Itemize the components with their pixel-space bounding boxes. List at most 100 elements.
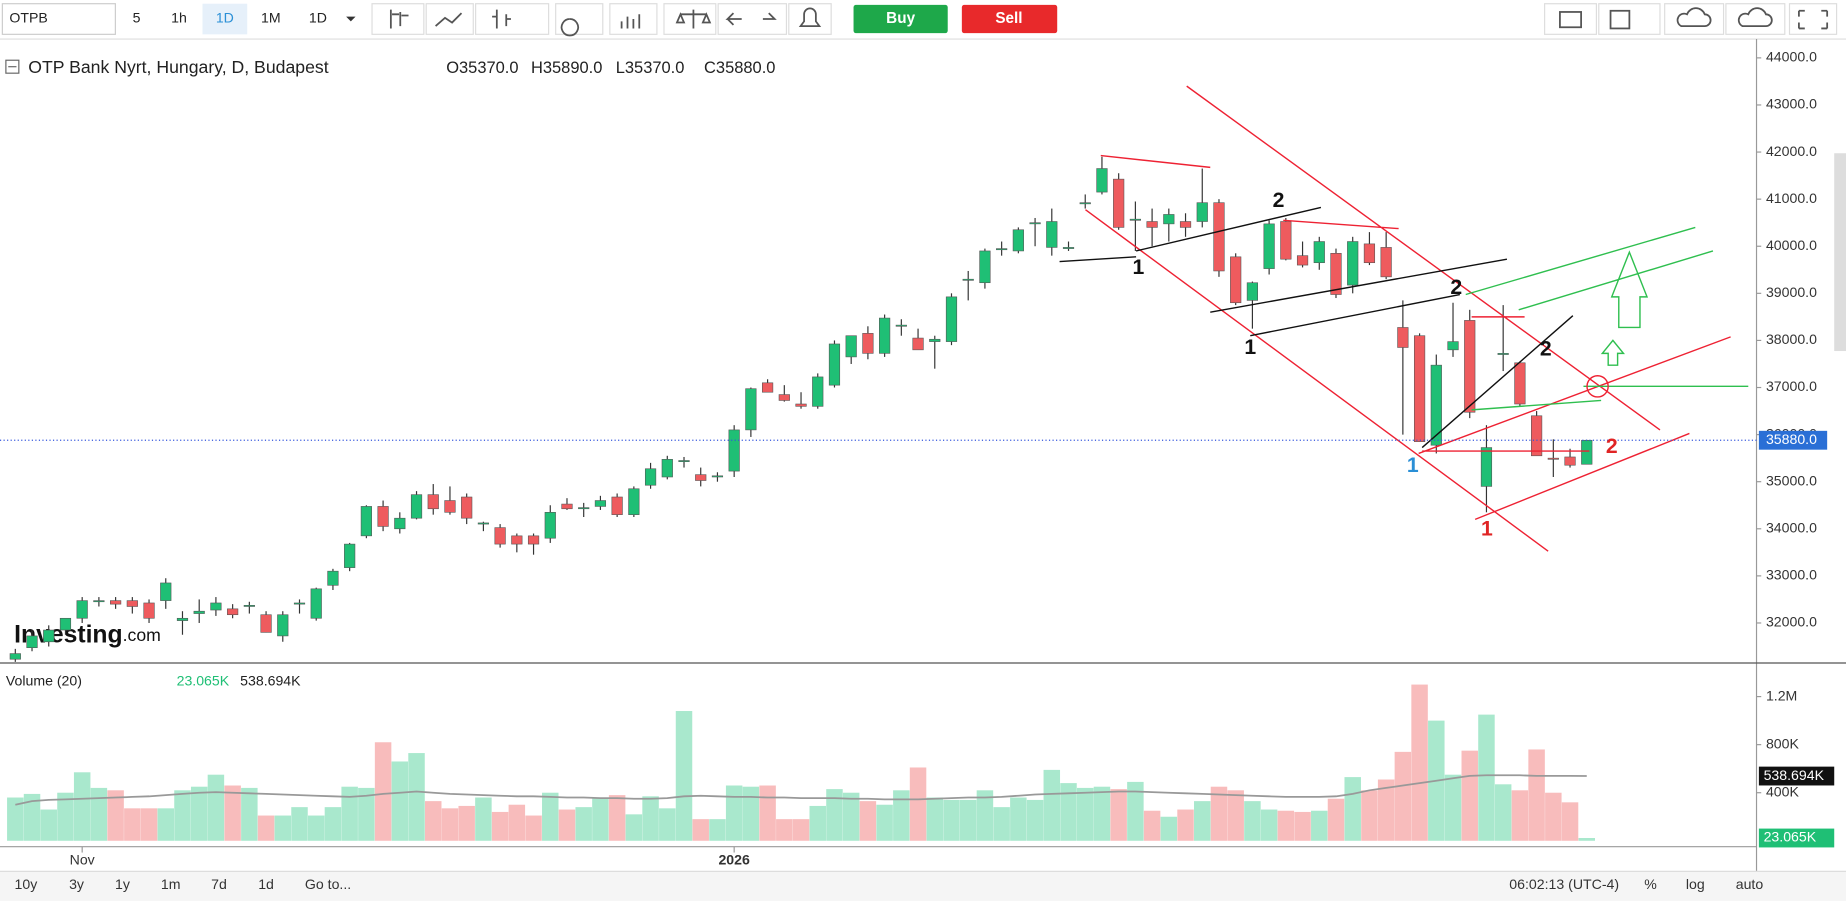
candle-body [1497, 353, 1509, 355]
wave-label: 2 [1450, 276, 1462, 299]
interval[interactable]: 1M [261, 10, 281, 26]
scale-option[interactable]: % [1644, 876, 1657, 892]
candle-body [1413, 335, 1426, 442]
volume-bar [1494, 784, 1512, 841]
buy-button[interactable] [853, 4, 948, 34]
candle-body [1280, 221, 1292, 260]
tool[interactable] [425, 3, 474, 35]
candle-body [1564, 456, 1576, 466]
symbol-box[interactable] [1, 3, 116, 35]
candle-body [678, 460, 690, 462]
y-tick-label: 800K [1766, 735, 1800, 751]
tool[interactable] [475, 3, 550, 35]
range-button[interactable]: 10y [15, 876, 39, 892]
tool[interactable] [663, 3, 717, 35]
scale-option[interactable]: log [1686, 876, 1705, 892]
candle-body [394, 517, 406, 530]
last-price-label: 35880.0 [1766, 431, 1817, 447]
interval[interactable]: 5 [133, 10, 141, 26]
volume-bar [374, 742, 392, 841]
candle-body [862, 333, 874, 354]
candle-body [611, 496, 623, 515]
volume-bar [1010, 797, 1027, 841]
candle-body [1581, 439, 1593, 465]
volume-bar [1227, 790, 1244, 841]
last-price-tag [1758, 430, 1828, 450]
candle-body [494, 527, 506, 545]
y-tick-label: 37000.0 [1766, 378, 1817, 394]
candle-body [26, 635, 38, 648]
legend-open: O35370.0 [446, 59, 518, 77]
sell-label: Sell [995, 10, 1022, 27]
candle-body [1330, 253, 1342, 295]
candle-body [578, 507, 590, 510]
wave-label: 2 [1606, 435, 1618, 458]
tool[interactable] [371, 3, 425, 35]
wave-label: 2 [1540, 337, 1552, 360]
tool[interactable] [1788, 3, 1838, 35]
symbol: OTPB [9, 10, 47, 26]
candle-body [1046, 221, 1058, 248]
y-tick-label: 43000.0 [1766, 96, 1817, 112]
volume-bar [1411, 684, 1428, 841]
candle-body [210, 602, 222, 611]
volume-bar [1177, 809, 1194, 841]
candle-body [828, 343, 841, 386]
volume-pane [7, 684, 1596, 841]
volume-bar [776, 819, 793, 841]
volume-bar [625, 814, 643, 841]
candle-body [1347, 241, 1359, 286]
volume-bar [909, 767, 927, 841]
candle-body [243, 605, 255, 607]
candle-body [327, 570, 339, 586]
candle-body [945, 296, 958, 342]
goto[interactable]: Go to... [305, 876, 351, 892]
candle-body [344, 543, 356, 568]
scale-option[interactable]: auto [1736, 876, 1764, 892]
volume-bar [1394, 751, 1412, 841]
volume-bar [241, 787, 258, 841]
volume-bar [575, 807, 592, 841]
candle-body [1313, 241, 1325, 264]
range-button[interactable]: 1m [161, 876, 181, 892]
tool[interactable] [1544, 3, 1598, 35]
candle-body [444, 500, 456, 513]
candle-body [979, 250, 991, 284]
candle-body [1464, 320, 1476, 413]
candle-body [1163, 214, 1175, 225]
y-tick-label: 42000.0 [1766, 143, 1817, 159]
volume-bar [1093, 786, 1111, 841]
volume-bar [1043, 769, 1061, 841]
volume-bar [307, 815, 325, 841]
candle-body [293, 602, 306, 605]
range-button[interactable]: 3y [69, 876, 85, 892]
tool[interactable] [555, 3, 604, 35]
scrollbar[interactable] [1834, 153, 1846, 352]
candle-body [1263, 223, 1275, 269]
volume-bar [458, 805, 475, 841]
volume-bar [1511, 790, 1529, 841]
candle-body [1029, 222, 1041, 225]
range-button[interactable]: 1d [258, 876, 274, 892]
range-button[interactable]: 7d [211, 876, 227, 892]
candle-body [1397, 327, 1409, 348]
volume-bar [1461, 750, 1478, 841]
volume-bar [742, 786, 760, 841]
candle-body [511, 535, 523, 545]
interval[interactable]: 1D [216, 10, 234, 26]
candle-body [561, 503, 573, 510]
candle-body [812, 376, 824, 407]
sell-button[interactable] [961, 4, 1058, 34]
candle-body [879, 317, 891, 354]
collapse[interactable] [5, 59, 20, 74]
volume-bar [725, 785, 743, 841]
interval[interactable]: 1D [309, 10, 327, 26]
interval[interactable]: 1h [171, 10, 187, 26]
volume-bar [558, 809, 576, 841]
volume-bar [859, 801, 877, 841]
range-button[interactable]: 1y [115, 876, 131, 892]
wave-label: 1 [1244, 336, 1256, 359]
candle-body [1296, 255, 1309, 266]
volume-bar [107, 790, 124, 841]
volume-bar [508, 804, 526, 841]
